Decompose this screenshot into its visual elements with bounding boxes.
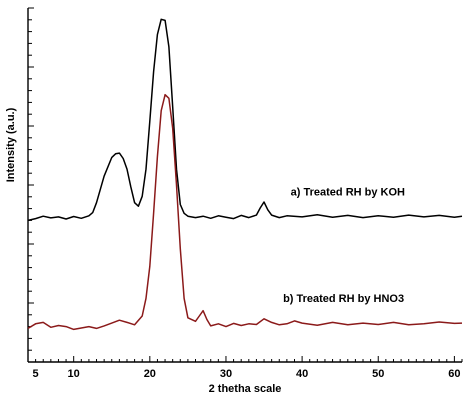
series-annotations: a) Treated RH by KOH b) Treated RH by HNO… <box>283 187 405 305</box>
y-axis-title: Intensity (a.u.) <box>5 107 17 182</box>
plot-area: 5 10 20 30 40 50 60 a) Treated RH by KOH b) Tre… <box>27 7 463 380</box>
series-line-hno3 <box>27 93 463 331</box>
x-tick-label: 50 <box>372 368 384 380</box>
x-axis-ticks: 5 10 20 30 40 50 60 <box>27 356 463 380</box>
x-tick-label: 40 <box>296 368 308 380</box>
series-lines <box>27 18 463 331</box>
x-axis-title: 2 thetha scale <box>209 383 282 395</box>
x-tick-label: 60 <box>448 368 460 380</box>
x-tick-label: 10 <box>68 368 80 380</box>
x-tick-label: 30 <box>220 368 232 380</box>
x-tick-label: 20 <box>144 368 156 380</box>
x-tick-label: 5 <box>33 368 39 380</box>
series-label-hno3: b) Treated RH by HNO3 <box>283 293 404 305</box>
series-label-koh: a) Treated RH by KOH <box>291 187 405 199</box>
y-axis-ticks <box>28 7 34 363</box>
series-line-koh <box>27 18 463 222</box>
